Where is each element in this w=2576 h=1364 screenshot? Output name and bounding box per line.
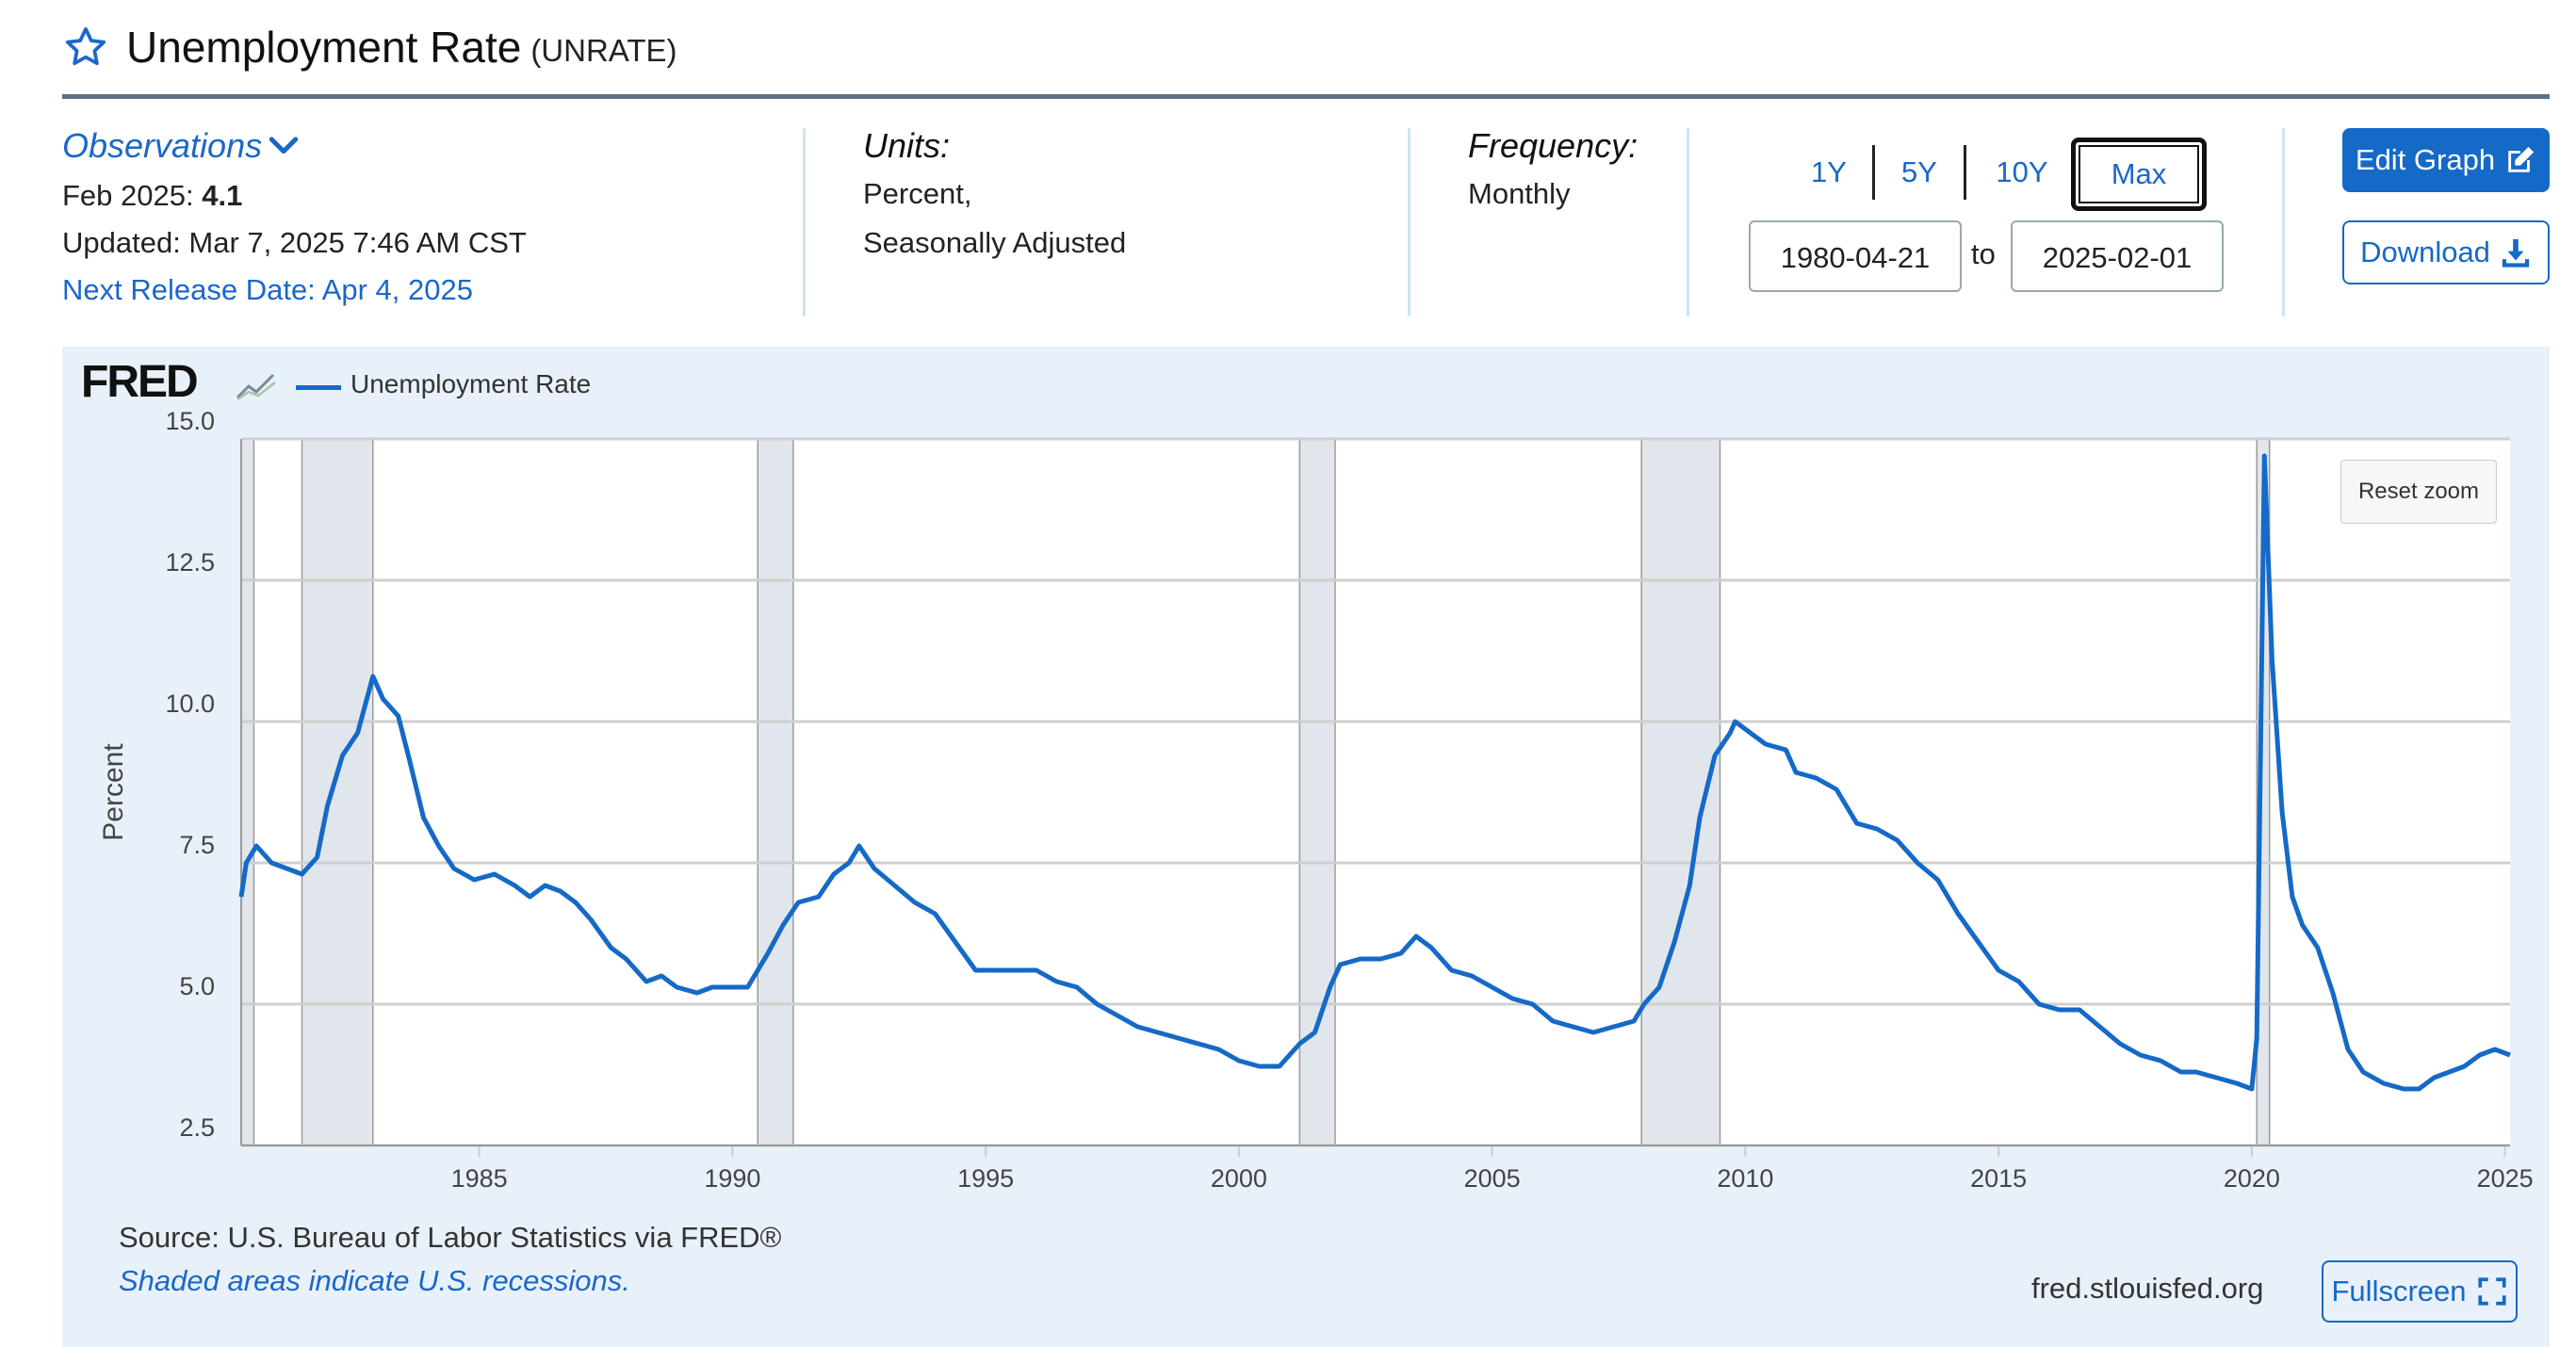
title-row: Unemployment Rate (UNRATE): [62, 17, 677, 77]
units-adjustment: Seasonally Adjusted: [863, 226, 1127, 259]
date-to-label: to: [1971, 237, 1996, 270]
legend-label: Unemployment Rate: [351, 369, 592, 398]
recession-band: [302, 439, 373, 1145]
x-tick-label: 2015: [1970, 1164, 2027, 1193]
range-separator: [1872, 145, 1875, 200]
range-1y-button[interactable]: 1Y: [1811, 155, 1847, 188]
edit-icon: [2508, 146, 2535, 172]
fullscreen-label: Fullscreen: [2331, 1275, 2467, 1307]
column-divider: [803, 128, 806, 317]
reset-zoom-button[interactable]: Reset zoom: [2340, 460, 2497, 524]
frequency-value: Monthly: [1468, 177, 1571, 210]
fullscreen-icon: [2477, 1277, 2506, 1306]
range-max-button[interactable]: Max: [2071, 138, 2207, 211]
series-line-unemployment-rate[interactable]: [238, 453, 2511, 1092]
units-label: Units:: [863, 126, 951, 165]
x-tick-label: 2005: [1464, 1164, 1521, 1193]
chevron-down-icon[interactable]: [268, 132, 300, 160]
x-tick-label: 2000: [1211, 1164, 1267, 1193]
x-tick-label: 2020: [2224, 1164, 2280, 1193]
x-tick-label: 2025: [2477, 1164, 2534, 1193]
y-tick-label: 15.0: [165, 407, 215, 435]
source-note: Source: U.S. Bureau of Labor Statistics …: [119, 1221, 782, 1254]
next-release-link[interactable]: Next Release Date: Apr 4, 2025: [62, 273, 473, 306]
plot-area: [241, 439, 2510, 1145]
column-divider: [1687, 128, 1689, 317]
end-date-input[interactable]: 2025-02-01: [2011, 220, 2224, 292]
edit-graph-button[interactable]: Edit Graph: [2342, 128, 2550, 192]
y-axis-title: Percent: [98, 743, 129, 841]
page-title: Unemployment Rate: [126, 23, 522, 72]
column-divider: [1408, 128, 1410, 317]
units-value: Percent,: [863, 177, 972, 210]
y-tick-label: 10.0: [165, 690, 215, 718]
recession-band: [758, 439, 793, 1145]
download-icon: [2502, 238, 2530, 268]
column-divider: [2282, 128, 2285, 317]
updated-timestamp: Updated: Mar 7, 2025 7:46 AM CST: [62, 226, 527, 259]
fred-chart-logo-icon: [236, 365, 277, 401]
title-divider: [62, 94, 2550, 99]
fred-site-url: fred.stlouisfed.org: [2031, 1272, 2264, 1305]
y-tick-label: 12.5: [165, 548, 215, 576]
range-separator: [1964, 145, 1966, 200]
legend-swatch: [296, 385, 341, 390]
y-tick-label: 5.0: [179, 972, 215, 1000]
start-date-input[interactable]: 1980-04-21: [1749, 220, 1962, 292]
recession-band: [241, 439, 254, 1145]
download-label: Download: [2360, 235, 2490, 268]
observations-dropdown[interactable]: Observations: [62, 126, 263, 165]
series-id: (UNRATE): [530, 33, 677, 68]
star-icon[interactable]: [62, 24, 109, 71]
x-tick-label: 1990: [704, 1164, 760, 1193]
latest-observation-date: Feb 2025:: [62, 179, 203, 212]
range-5y-button[interactable]: 5Y: [1901, 155, 1937, 188]
edit-graph-label: Edit Graph: [2355, 143, 2496, 176]
x-tick-label: 2010: [1717, 1164, 1773, 1193]
latest-observation: Feb 2025: 4.1: [62, 179, 242, 213]
y-tick-label: 2.5: [179, 1113, 215, 1142]
fullscreen-button[interactable]: Fullscreen: [2322, 1260, 2518, 1323]
y-tick-label: 7.5: [179, 831, 215, 859]
download-button[interactable]: Download: [2342, 220, 2550, 284]
latest-observation-value: 4.1: [202, 179, 243, 212]
x-tick-label: 1985: [451, 1164, 508, 1193]
range-10y-button[interactable]: 10Y: [1996, 155, 2048, 188]
recession-note: Shaded areas indicate U.S. recessions.: [119, 1264, 630, 1297]
fred-logo: FRED: [81, 357, 199, 407]
x-tick-label: 1995: [957, 1164, 1014, 1193]
frequency-label: Frequency:: [1468, 126, 1639, 165]
